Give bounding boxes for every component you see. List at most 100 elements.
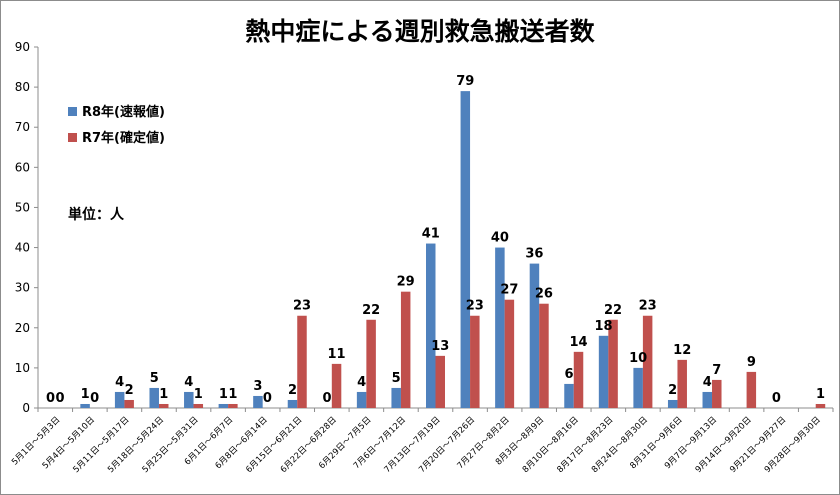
legend-swatch-series-1 [68,107,77,116]
y-tick-label: 30 [15,281,30,295]
data-label-series-1: 6 [564,367,573,382]
data-label-series-1: 1 [81,387,90,402]
y-tick-label: 0 [22,401,30,415]
bar-series-2 [470,315,480,408]
data-label-series-2: 14 [569,335,587,350]
bar-series-1 [253,395,263,408]
data-label-series-1: 3 [253,379,262,394]
data-label-series-2: 23 [639,299,657,314]
bar-series-1 [287,399,298,408]
data-label-series-2: 9 [747,355,756,370]
data-label-series-2: 23 [293,299,311,314]
data-label-series-2: 22 [604,303,622,318]
data-label-series-1: 4 [357,375,366,390]
unit-note: 単位：人 [68,207,124,223]
chart-bars [80,91,826,408]
bar-series-1 [426,243,436,408]
bar-series-1 [356,391,367,408]
legend-swatch-series-2 [68,133,77,142]
bar-series-2 [331,363,342,408]
data-label-series-2: 26 [535,287,553,302]
data-label-series-1: 4 [115,375,124,390]
data-label-series-1: 4 [703,375,712,390]
bar-series-2 [746,371,757,408]
bar-series-1 [184,391,194,408]
chart-legend: R8年(速報値) R7年(確定値) [68,104,165,146]
bar-series-1 [114,391,125,408]
bar-series-2 [228,403,238,408]
y-tick-label: 20 [15,321,30,335]
data-label-series-2: 1 [816,387,825,402]
y-tick-label: 70 [15,120,30,134]
data-label-series-2: 1 [194,387,203,402]
data-label-series-2: 7 [712,363,721,378]
bar-series-1 [460,91,471,408]
data-label-series-2: 23 [466,299,484,314]
bar-series-1 [667,399,678,408]
bar-series-2 [539,303,549,408]
bar-series-1 [80,403,90,408]
data-label-series-1: 0 [772,391,781,406]
data-label-series-2: 2 [125,383,134,398]
data-label-series-1: 2 [288,383,297,398]
bar-series-2 [608,319,618,408]
data-label-series-2: 29 [397,275,415,290]
legend-label-series-1: R8年(速報値) [82,104,165,120]
data-label-series-2: 12 [673,343,691,358]
data-label-series-2: 1 [159,387,168,402]
chart-title: 熱中症による週別救急搬送者数 [245,17,595,46]
bar-series-1 [149,387,159,408]
bar-series-1 [633,367,643,408]
bar-series-1 [702,391,713,408]
data-label-series-2: 11 [328,347,346,362]
bar-series-1 [391,387,401,408]
data-label-series-1: 0 [46,391,55,406]
data-label-series-1: 18 [595,319,613,334]
bar-series-2 [573,351,584,408]
y-tick-label: 50 [15,200,30,214]
data-label-series-1: 4 [184,375,193,390]
bar-series-2 [193,403,204,408]
data-label-series-1: 1 [219,387,228,402]
bar-series-2 [677,359,687,408]
data-label-series-1: 10 [629,351,647,366]
bar-series-2 [366,319,376,408]
data-label-series-1: 36 [525,247,543,262]
y-tick-label: 90 [15,40,30,54]
bar-series-2 [297,315,307,408]
bar-series-2 [504,299,515,408]
data-label-series-2: 22 [362,303,380,318]
data-label-series-1: 5 [392,371,401,386]
chart-x-ticks: 5月1日～5月3日5月4日～5月10日5月11日～5月17日5月18日～5月24… [10,415,823,475]
bar-series-1 [218,403,229,408]
data-label-series-2: 13 [431,339,449,354]
bar-series-2 [815,403,826,408]
legend-label-series-2: R7年(確定値) [82,130,165,146]
data-label-series-1: 40 [491,231,509,246]
data-label-series-1: 79 [456,74,474,89]
bar-series-2 [158,403,169,408]
bar-series-1 [529,263,540,408]
data-label-series-1: 0 [323,391,332,406]
data-label-series-1: 41 [422,227,440,242]
data-label-series-1: 2 [668,383,677,398]
y-tick-label: 40 [15,241,30,255]
bar-series-2 [712,379,722,408]
data-label-series-1: 5 [150,371,159,386]
data-label-series-2: 0 [263,391,272,406]
y-tick-label: 60 [15,160,30,174]
data-label-series-2: 27 [500,283,518,298]
bar-series-1 [495,247,505,408]
data-label-series-2: 1 [228,387,237,402]
bar-series-2 [642,315,653,408]
y-tick-label: 10 [15,361,30,375]
data-label-series-2: 0 [90,391,99,406]
bar-series-2 [400,291,411,408]
bar-series-1 [564,383,574,408]
bar-series-1 [598,335,609,408]
data-label-series-2: 0 [56,391,65,406]
bar-series-2 [435,355,445,408]
